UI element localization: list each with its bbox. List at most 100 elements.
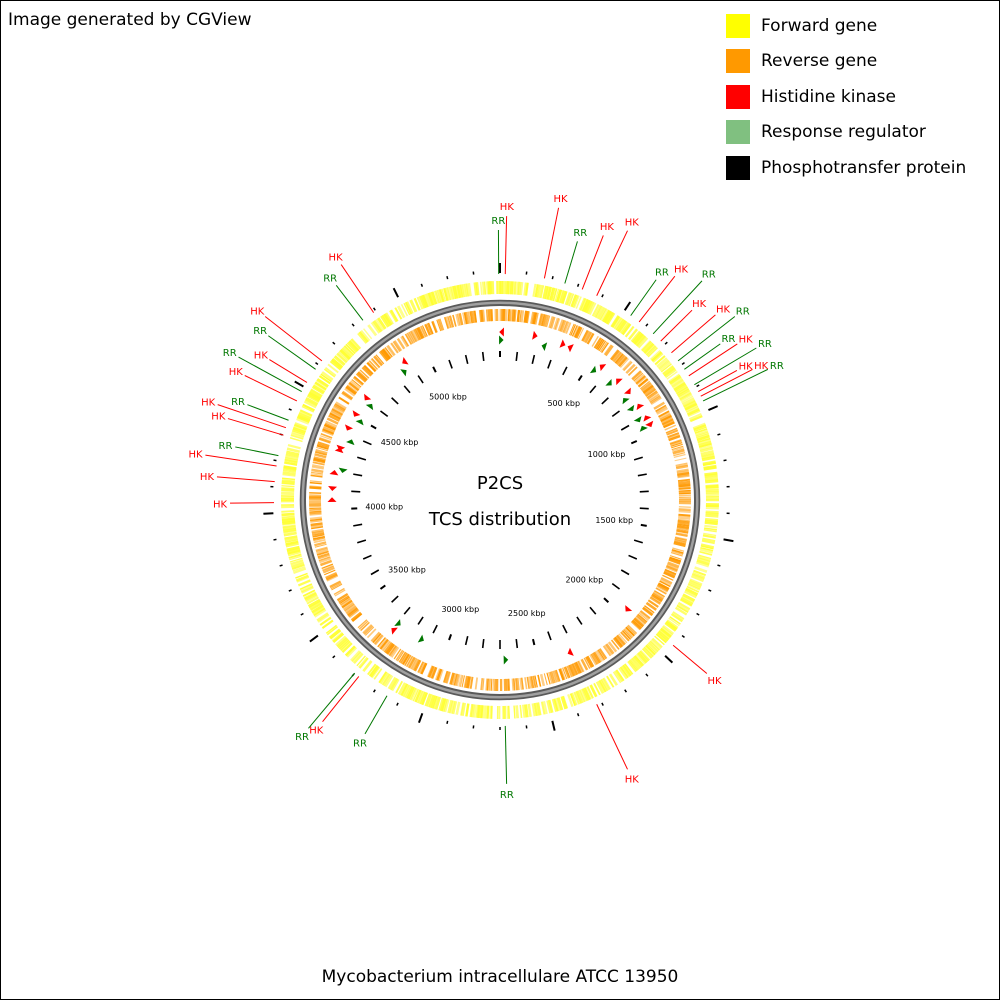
- ruler-tick: [620, 424, 630, 431]
- reverse-gene-segment: [314, 543, 327, 548]
- callout-line: [596, 704, 628, 770]
- reverse-gene-segment: [532, 675, 537, 688]
- forward-gene-segment: [619, 666, 629, 679]
- forward-gene-segment: [676, 386, 689, 396]
- reverse-gene-segment: [667, 561, 680, 567]
- forward-gene-segment: [682, 593, 696, 602]
- ruler-tick: [362, 554, 372, 560]
- reverse-gene-segment: [331, 583, 343, 591]
- outer-tick: [309, 634, 319, 643]
- reverse-gene-segment: [656, 407, 668, 415]
- histidine-kinase-arrow: [559, 339, 566, 348]
- forward-gene-segment: [306, 394, 320, 403]
- forward-gene-segment: [562, 695, 569, 709]
- reverse-gene-segment: [407, 331, 416, 344]
- reverse-gene-segment: [348, 382, 360, 392]
- reverse-gene-segment: [565, 322, 572, 334]
- reverse-gene-segment: [664, 424, 677, 431]
- ruler-tick: [403, 606, 411, 615]
- ruler-tick: [464, 354, 469, 364]
- reverse-gene-segment: [373, 356, 382, 367]
- reverse-gene-segment: [329, 411, 342, 419]
- reverse-gene-segment: [646, 390, 658, 399]
- reverse-gene-segment: [339, 597, 351, 606]
- forward-gene-segment: [286, 450, 300, 455]
- outer-tick: [645, 673, 649, 677]
- forward-gene-segment: [675, 385, 688, 395]
- forward-gene-segment: [341, 642, 353, 653]
- hk-callout-label: HK: [674, 264, 689, 275]
- reverse-gene-segment: [378, 350, 389, 362]
- forward-gene-segment: [513, 281, 517, 295]
- forward-gene-segment: [598, 679, 608, 693]
- reverse-gene-segment: [675, 462, 688, 467]
- forward-gene-segment: [669, 616, 681, 625]
- reverse-gene-segment: [677, 475, 690, 479]
- ruler-tick: [417, 375, 424, 384]
- ruler-tick: [633, 539, 643, 544]
- forward-gene-segment: [447, 699, 454, 714]
- forward-gene-segment: [339, 349, 351, 360]
- reverse-gene-segment: [630, 620, 641, 631]
- forward-gene-segment: [552, 288, 558, 302]
- reverse-gene-segment: [671, 549, 684, 556]
- forward-gene-segment: [702, 460, 716, 465]
- response-regulator-arrow: [365, 403, 374, 411]
- histidine-kinase-arrow: [616, 378, 623, 386]
- callout-line: [247, 404, 289, 421]
- forward-gene-segment: [283, 466, 297, 472]
- forward-gene-segment: [303, 400, 317, 409]
- forward-gene-segment: [546, 700, 552, 714]
- reverse-gene-segment: [387, 344, 396, 356]
- legend: Forward gene Reverse gene Histidine kina…: [726, 8, 966, 186]
- forward-gene-segment: [297, 579, 311, 587]
- reverse-gene-segment: [512, 678, 516, 691]
- reverse-gene-segment: [678, 517, 691, 520]
- reverse-gene-segment: [678, 509, 691, 512]
- forward-gene-segment: [283, 527, 297, 533]
- reverse-gene-segment: [669, 556, 682, 563]
- reverse-gene-segment: [665, 565, 678, 572]
- reverse-gene-segment: [325, 572, 338, 579]
- forward-gene-segment: [460, 702, 467, 716]
- reverse-gene-segment: [615, 635, 626, 646]
- forward-gene-segment: [368, 664, 378, 677]
- reverse-gene-segment: [404, 333, 413, 345]
- reverse-gene-segment: [566, 665, 573, 678]
- histidine-kinase-arrow: [645, 420, 654, 428]
- forward-gene-segment: [281, 515, 295, 519]
- forward-gene-segment: [573, 295, 580, 309]
- reverse-gene-segment: [312, 535, 325, 540]
- forward-gene-segment: [331, 631, 343, 642]
- forward-gene-segment: [304, 592, 318, 602]
- reverse-gene-segment: [532, 312, 538, 325]
- forward-gene-segment: [702, 537, 716, 543]
- forward-gene-segment: [459, 284, 465, 298]
- forward-gene-segment: [281, 488, 295, 492]
- hk-callout-label: HK: [229, 367, 244, 378]
- forward-gene-segment: [286, 447, 301, 454]
- forward-gene-segment: [567, 694, 574, 708]
- forward-gene-segment: [705, 487, 719, 491]
- rr-callout-label: RR: [500, 790, 514, 801]
- outer-tick: [351, 323, 355, 327]
- reverse-gene-segment: [585, 332, 594, 344]
- rr-callout-label: RR: [491, 216, 505, 227]
- reverse-gene-segment: [674, 538, 687, 544]
- reverse-gene-segment: [538, 313, 543, 326]
- forward-gene-segment: [433, 290, 440, 304]
- reverse-gene-segment: [456, 313, 462, 326]
- forward-gene-segment: [449, 700, 456, 714]
- forward-gene-segment: [405, 301, 414, 315]
- reverse-gene-segment: [647, 391, 659, 400]
- reverse-gene-segment: [309, 510, 322, 515]
- reverse-gene-segment: [372, 633, 382, 643]
- forward-gene-segment: [595, 681, 605, 694]
- histidine-kinase-arrow: [532, 330, 538, 340]
- reverse-gene-segment: [570, 663, 578, 676]
- reverse-gene-segment: [389, 645, 399, 657]
- forward-gene-segment: [284, 457, 298, 463]
- reverse-gene-segment: [573, 662, 581, 675]
- forward-gene-segment: [644, 344, 656, 356]
